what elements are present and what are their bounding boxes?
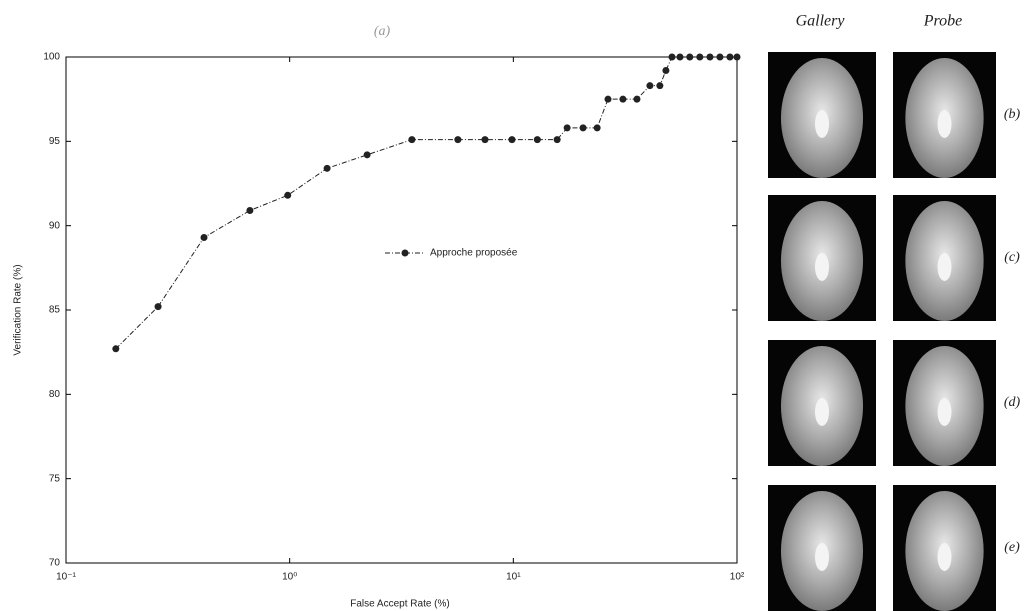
marker xyxy=(363,151,371,159)
marker xyxy=(563,124,571,132)
column-header: Probe xyxy=(923,13,963,30)
marker xyxy=(200,233,208,241)
face-panel: Gallery Probe (b) (c) (d) (e) xyxy=(796,13,1021,556)
marker xyxy=(454,136,462,144)
nose xyxy=(937,110,952,138)
marker xyxy=(553,136,561,144)
row-label: (b) xyxy=(1004,107,1021,122)
y-tick-label: 100 xyxy=(43,52,60,63)
nose xyxy=(815,543,829,571)
marker xyxy=(706,53,714,61)
x-tick-label: 10⁰ xyxy=(282,572,297,583)
y-tick-label: 85 xyxy=(49,305,61,316)
marker xyxy=(676,53,684,61)
y-tick-label: 90 xyxy=(49,220,61,231)
marker xyxy=(533,136,541,144)
marker xyxy=(112,345,120,353)
row-label: (c) xyxy=(1004,250,1020,265)
nose xyxy=(937,253,952,281)
legend-marker xyxy=(401,249,409,257)
y-axis-label: Verification Rate (%) xyxy=(13,264,24,355)
marker xyxy=(646,82,654,90)
y-tick-label: 95 xyxy=(49,136,61,147)
nose xyxy=(815,110,829,138)
marker xyxy=(481,136,489,144)
marker xyxy=(579,124,587,132)
marker xyxy=(593,124,601,132)
marker xyxy=(686,53,694,61)
row-label: (d) xyxy=(1004,395,1021,410)
marker xyxy=(726,53,734,61)
x-tick-label: 10² xyxy=(730,572,745,583)
x-axis-label: False Accept Rate (%) xyxy=(350,599,449,610)
marker xyxy=(716,53,724,61)
nose xyxy=(937,543,952,571)
marker xyxy=(662,66,670,74)
y-tick-label: 70 xyxy=(49,558,61,569)
nose xyxy=(937,398,952,426)
column-header: Gallery xyxy=(796,13,846,30)
marker xyxy=(508,136,516,144)
y-tick-label: 75 xyxy=(49,473,61,484)
marker xyxy=(696,53,704,61)
marker xyxy=(633,95,641,103)
marker xyxy=(323,164,331,172)
marker xyxy=(408,136,416,144)
x-tick-label: 10¹ xyxy=(506,572,521,583)
legend-label: Approche proposée xyxy=(430,248,518,259)
nose xyxy=(815,398,829,426)
marker xyxy=(656,82,664,90)
marker xyxy=(619,95,627,103)
nose xyxy=(815,253,829,281)
marker xyxy=(284,191,292,199)
x-tick-label: 10⁻¹ xyxy=(56,572,76,583)
marker xyxy=(668,53,676,61)
marker xyxy=(733,53,741,61)
chart-title: (a) xyxy=(374,24,391,39)
row-label: (e) xyxy=(1004,540,1020,555)
plot-frame xyxy=(65,56,738,564)
marker xyxy=(246,206,254,214)
y-tick-label: 80 xyxy=(49,389,61,400)
marker xyxy=(604,95,612,103)
marker xyxy=(154,303,162,311)
series-line xyxy=(115,56,737,350)
